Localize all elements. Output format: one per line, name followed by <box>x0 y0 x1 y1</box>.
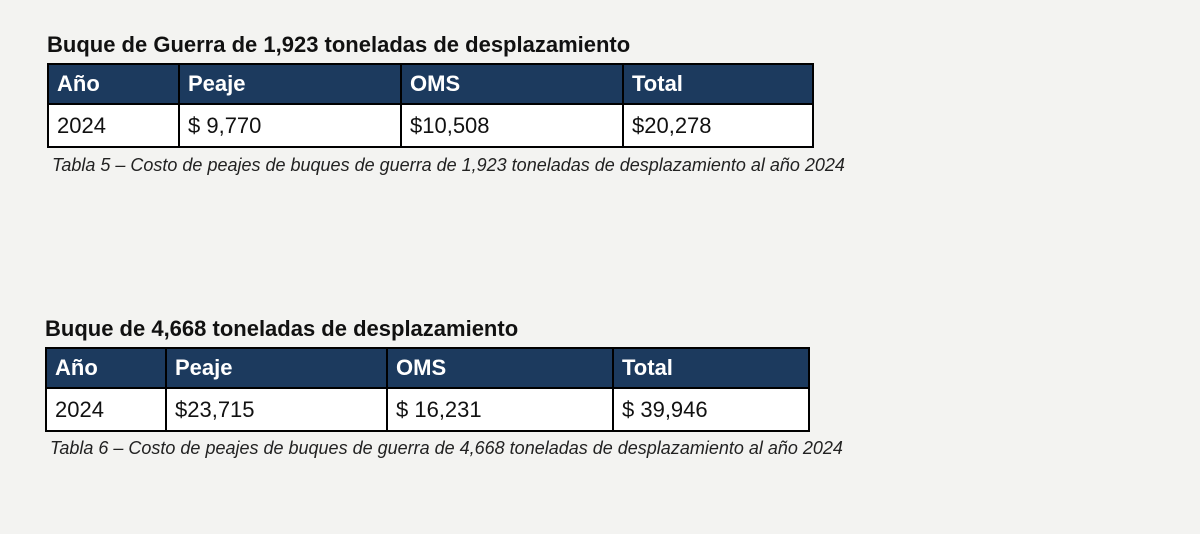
header-cell: Año <box>45 347 167 389</box>
header-cell: Año <box>47 63 180 105</box>
cell: $ 16,231 <box>386 387 614 432</box>
header-cell: Total <box>622 63 814 105</box>
table-caption: Tabla 6 – Costo de peajes de buques de g… <box>50 438 843 458</box>
cell: $10,508 <box>400 103 624 148</box>
header-cell: Peaje <box>165 347 388 389</box>
table-title: Buque de 4,668 toneladas de desplazamien… <box>45 316 519 341</box>
data-row: 2024 $23,715 $ 16,231 $ 39,946 <box>45 387 810 432</box>
table-caption: Tabla 5 – Costo de peajes de buques de g… <box>52 155 845 175</box>
cell: $23,715 <box>165 387 388 432</box>
header-cell: Total <box>612 347 810 389</box>
header-cell: Peaje <box>178 63 402 105</box>
data-row: 2024 $ 9,770 $10,508 $20,278 <box>47 103 814 148</box>
cell: $ 9,770 <box>178 103 402 148</box>
header-row: Año Peaje OMS Total <box>47 63 814 105</box>
header-cell: OMS <box>386 347 614 389</box>
table: Año Peaje OMS Total 2024 $23,715 $ 16,23… <box>45 347 810 432</box>
cell: 2024 <box>45 387 167 432</box>
header-cell: OMS <box>400 63 624 105</box>
cell: 2024 <box>47 103 180 148</box>
cell: $ 39,946 <box>612 387 810 432</box>
table: Año Peaje OMS Total 2024 $ 9,770 $10,508… <box>47 63 814 148</box>
cell: $20,278 <box>622 103 814 148</box>
table-title: Buque de Guerra de 1,923 toneladas de de… <box>47 32 631 57</box>
header-row: Año Peaje OMS Total <box>45 347 810 389</box>
